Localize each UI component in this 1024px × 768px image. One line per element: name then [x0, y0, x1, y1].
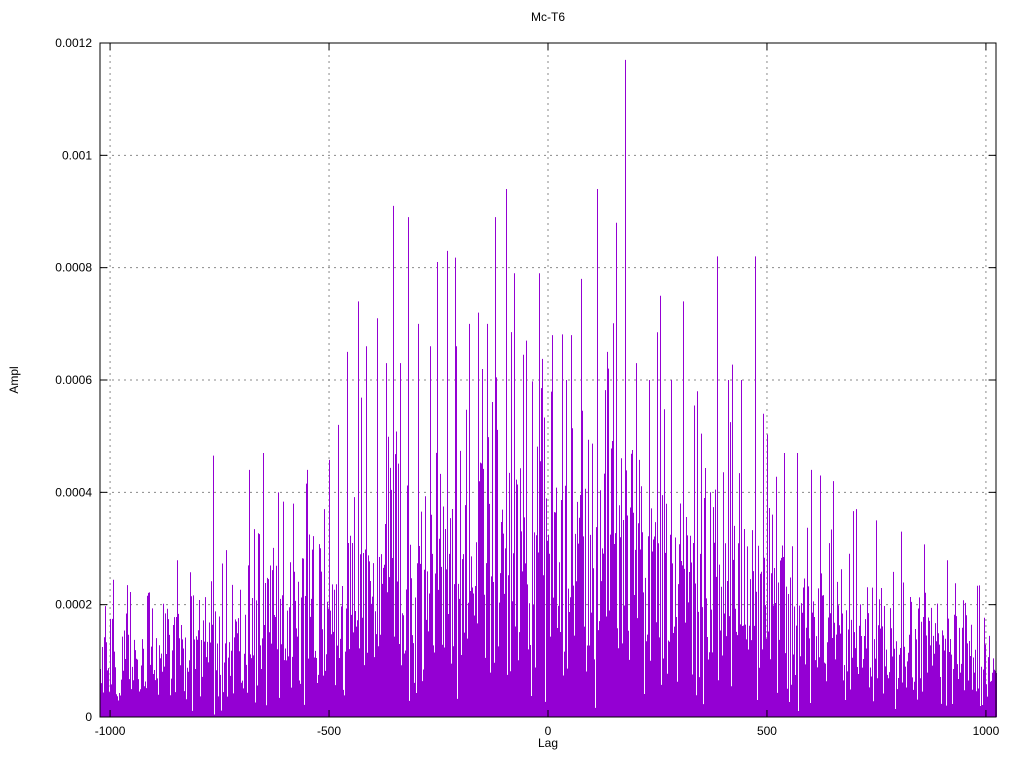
impulse-series	[100, 59, 997, 717]
x-tick-label: -1000	[95, 724, 126, 738]
plot-border	[99, 42, 997, 718]
y-tick-label: 0.001	[62, 148, 92, 162]
x-tick-label: -500	[317, 724, 341, 738]
impulse-peaks	[249, 59, 902, 717]
y-tick-label: 0.0008	[55, 261, 92, 275]
y-axis-label: Ampl	[7, 366, 21, 393]
y-tick-label: 0.0012	[55, 36, 92, 50]
x-tick-label: 0	[545, 724, 552, 738]
chart-title: Mc-T6	[531, 10, 565, 24]
x-tick-label: 500	[757, 724, 777, 738]
x-axis-label: Lag	[538, 736, 558, 750]
y-tick-label: 0	[85, 710, 92, 724]
y-tick-label: 0.0002	[55, 598, 92, 612]
tick-labels: -1000 -500 0 500 1000 0 0.0002 0.0004 0.0006 0.00…	[55, 36, 999, 738]
grid-lines	[100, 43, 996, 717]
x-tick-label: 1000	[973, 724, 1000, 738]
y-tick-label: 0.0004	[55, 485, 92, 499]
y-tick-label: 0.0006	[55, 373, 92, 387]
